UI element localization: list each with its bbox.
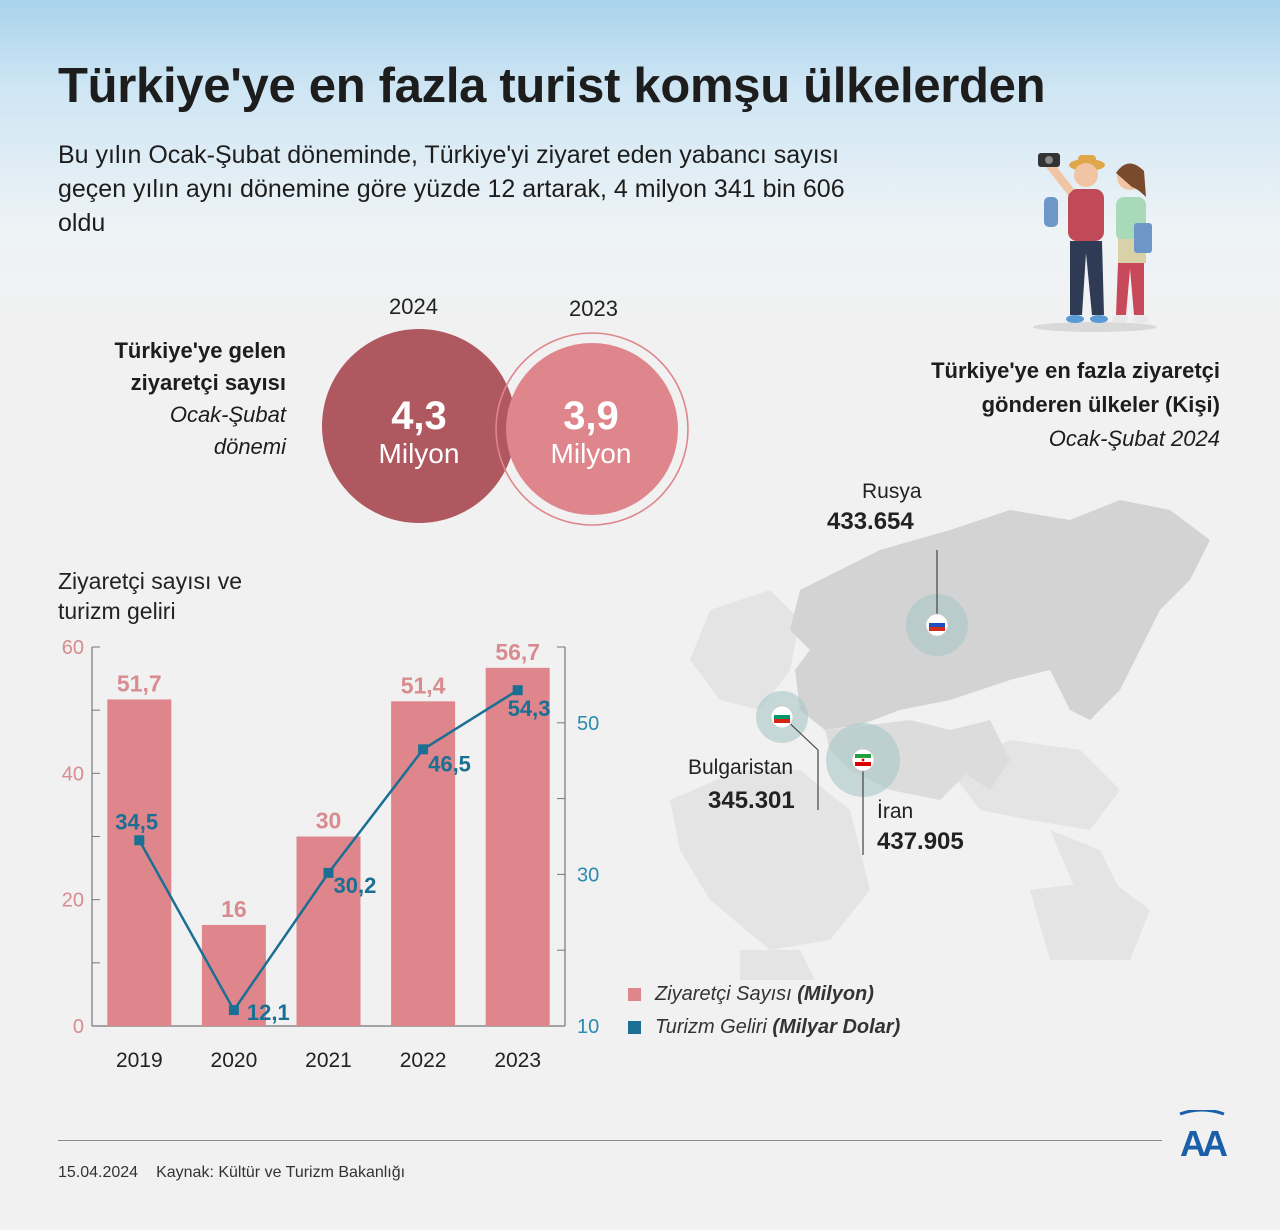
visitors-label-line2: ziyaretçi sayısı: [130, 370, 286, 395]
revenue-point-2019: [134, 835, 145, 846]
bar-2022: [391, 701, 456, 1026]
visitors-label: Türkiye'ye gelen ziyaretçi sayısı Ocak-Ş…: [40, 335, 286, 463]
revenue-point-2021: [323, 867, 334, 878]
revenue-label-2022: 46,5: [428, 751, 471, 776]
value-2024-unit: Milyon: [378, 438, 460, 469]
circle-2023: [506, 343, 678, 515]
revenue-label-2023: 54,3: [508, 696, 551, 721]
bar-label-2020: 16: [221, 896, 247, 922]
revenue-point-2023: [512, 685, 523, 696]
revenue-point-2020: [228, 1005, 239, 1016]
country-russia-value: 433.654: [827, 508, 914, 535]
legend-item-visitors: Ziyaretçi Sayısı (Milyon): [628, 983, 874, 1006]
tourist-couple-illustration: [1033, 153, 1157, 332]
visitors-label-line1: Türkiye'ye gelen: [114, 338, 286, 363]
x-tick-label-2021: 2021: [305, 1049, 352, 1072]
legend-unit-revenue: (Milyar Dolar): [772, 1016, 901, 1038]
map-title: Türkiye'ye en fazla ziyaretçi gönderen ü…: [780, 354, 1220, 456]
legend-unit-visitors: (Milyon): [797, 983, 874, 1005]
left-axis-tick-label: 40: [62, 763, 84, 785]
map-title-line2: gönderen ülkeler (Kişi): [981, 392, 1220, 417]
bar-label-2021: 30: [316, 808, 342, 834]
legend-label-visitors: Ziyaretçi Sayısı: [655, 983, 792, 1005]
revenue-label-2020: 12,1: [247, 1000, 290, 1025]
value-2023-number: 3,9: [563, 394, 619, 438]
circle-2023-ring: [495, 332, 689, 526]
value-2023-unit: Milyon: [550, 438, 632, 469]
visitors-period-line1: Ocak-Şubat: [169, 402, 286, 427]
bar-label-2019: 51,7: [117, 670, 162, 696]
left-axis-tick-label: 0: [73, 1016, 84, 1038]
right-axis-tick-label: 50: [577, 713, 599, 735]
value-2023: 3,9 Milyon: [496, 394, 686, 470]
bar-label-2023: 56,7: [495, 639, 540, 665]
footer-date: 15.04.2024: [58, 1164, 139, 1181]
page-subtitle: Bu yılın Ocak-Şubat döneminde, Türkiye'y…: [58, 141, 845, 237]
country-russia-name: Rusya: [862, 480, 922, 503]
legend-item-revenue: Turizm Geliri (Milyar Dolar): [628, 1016, 900, 1039]
bulgaria-flag-icon: [770, 705, 794, 729]
value-2024-number: 4,3: [391, 394, 447, 438]
russia-flag-icon: [925, 613, 949, 637]
page-title: Türkiye'ye en fazla turist komşu ülkeler…: [58, 59, 1046, 113]
year-2023-label: 2023: [569, 296, 618, 321]
legend-label-revenue: Turizm Geliri: [655, 1016, 767, 1038]
map-title-line1: Türkiye'ye en fazla ziyaretçi: [931, 358, 1220, 383]
bar-2023: [485, 667, 550, 1026]
year-2024-label: 2024: [389, 294, 438, 319]
x-tick-label-2022: 2022: [400, 1049, 447, 1072]
combo-chart: 0 20 40 60 10 30 50 51,7 16 30 51,4 56,7 2019 2020 202…: [62, 637, 600, 1072]
revenue-label-2021: 30,2: [334, 873, 377, 898]
left-axis-tick-label: 20: [62, 890, 84, 912]
value-2024: 4,3 Milyon: [324, 394, 514, 470]
aa-logo: AA: [1179, 1110, 1230, 1162]
country-iran-value: 437.905: [877, 828, 964, 855]
bar-2019: [107, 699, 172, 1026]
visitors-circles: [322, 329, 689, 526]
country-bulgaria-value: 345.301: [708, 787, 795, 814]
country-bulgaria-name: Bulgaristan: [688, 756, 794, 779]
left-axis-tick-label: 60: [62, 637, 84, 659]
country-iran-name: İran: [877, 800, 914, 823]
revenue-label-2019: 34,5: [115, 809, 158, 834]
footer-source: Kaynak: Kültür ve Turizm Bakanlığı: [156, 1164, 406, 1181]
x-tick-label-2019: 2019: [116, 1049, 163, 1072]
circle-2024: [322, 329, 516, 523]
legend-swatch-revenue: [628, 1021, 641, 1035]
x-tick-label-2020: 2020: [211, 1049, 258, 1072]
x-tick-label-2023: 2023: [494, 1049, 541, 1072]
visitors-period-line2: dönemi: [213, 434, 286, 459]
right-axis-tick-label: 30: [577, 864, 599, 886]
map-period: Ocak-Şubat 2024: [1048, 426, 1220, 451]
bar-2021: [296, 836, 361, 1026]
legend-swatch-visitors: [628, 988, 641, 1002]
bar-label-2022: 51,4: [401, 672, 446, 698]
footer: 15.04.2024 Kaynak: Kültür ve Turizm Bakan…: [58, 1164, 405, 1182]
world-map: [670, 500, 1210, 980]
iran-flag-icon: [851, 748, 875, 772]
revenue-point-2022: [418, 744, 429, 755]
aa-logo-text: AA: [1180, 1123, 1228, 1162]
footer-divider: [58, 1140, 1162, 1141]
chart-title: Ziyaretçi sayısı ve turizm geliri: [58, 568, 243, 624]
right-axis-tick-label: 10: [577, 1016, 599, 1038]
